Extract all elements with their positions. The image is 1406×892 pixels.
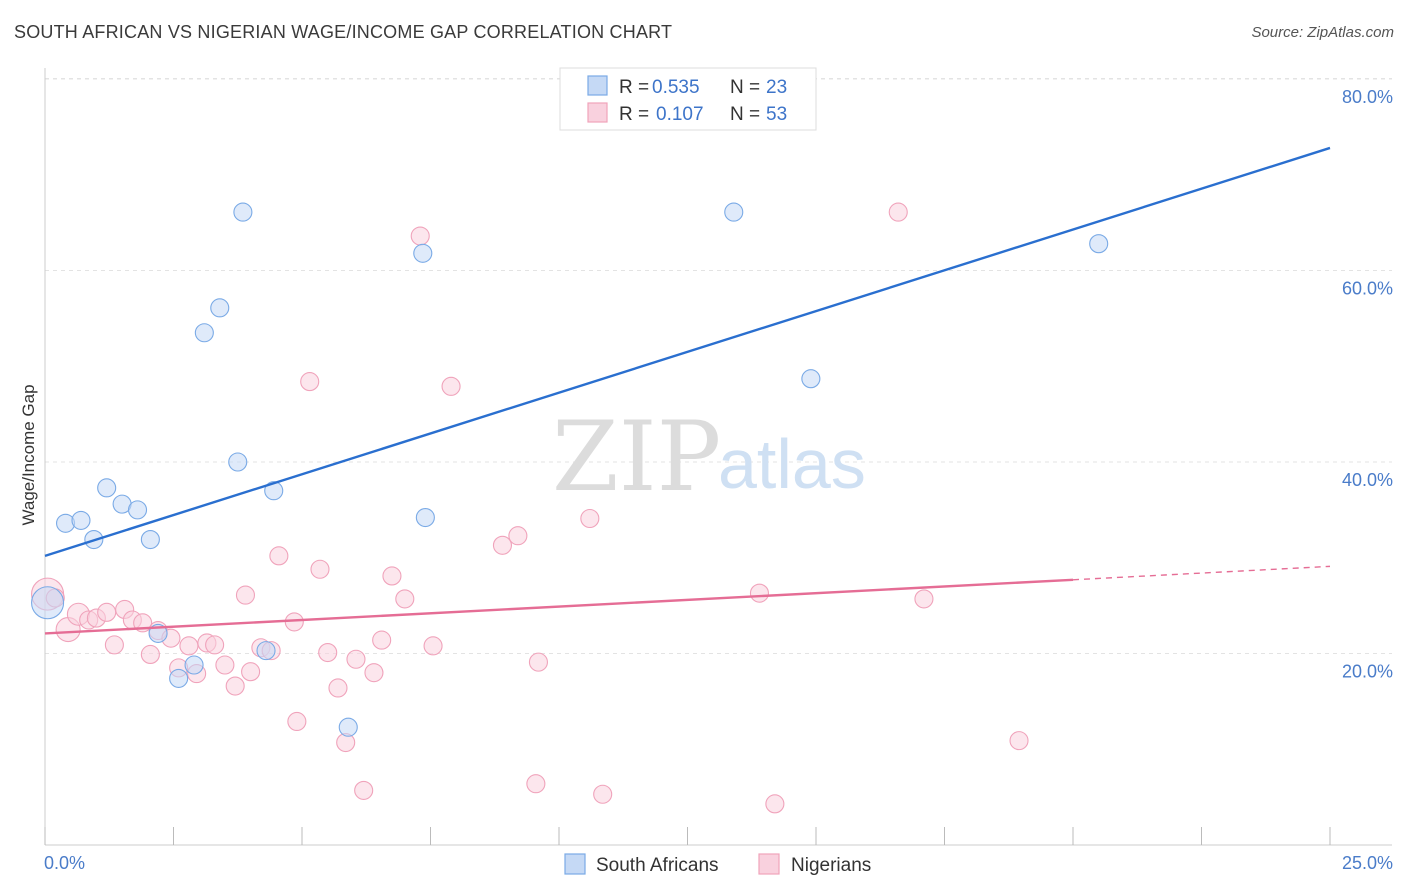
nigerians-point-33 — [346, 649, 366, 669]
nigerians-point-29 — [310, 559, 330, 579]
nigerians-point-34 — [354, 780, 374, 800]
south-africans-point-4 — [97, 478, 117, 498]
nigerians-point-37 — [382, 566, 402, 586]
legend-n-value-1: 23 — [766, 77, 787, 98]
y-tick-labels: 20.0% 40.0% 60.0% 80.0% — [1342, 87, 1393, 682]
nigerians-point-40 — [423, 636, 443, 656]
south-africans-point-10 — [184, 655, 204, 675]
south-africans-point-7 — [140, 530, 160, 550]
legend-r-value-2: 0.107 — [656, 104, 704, 125]
nigerians-point-18 — [205, 635, 225, 655]
nigerians-point-47 — [593, 784, 613, 804]
bottom-legend: South Africans Nigerians — [564, 853, 871, 876]
legend-r-label-2: R = — [619, 104, 649, 125]
nigerians-point-19 — [215, 655, 235, 675]
nigerians-point-36 — [372, 630, 392, 650]
nigerians-point-11 — [140, 644, 160, 665]
nigerians-point-39 — [410, 226, 430, 246]
legend: R = 0.535 N = 23 R = 0.107 N = 53 — [559, 67, 817, 131]
nigerians-trend-line — [44, 578, 1074, 635]
nigerians-point-51 — [888, 202, 908, 222]
nigerians-point-48 — [749, 583, 770, 603]
legend-n-value-2: 53 — [766, 104, 787, 125]
trend-lines — [44, 146, 1331, 635]
south-africans-point-22 — [1089, 234, 1109, 254]
legend-n-label-1: N = — [730, 77, 760, 98]
nigerians-point-42 — [492, 535, 513, 555]
gridlines — [45, 78, 1392, 654]
south-africans-point-1 — [56, 513, 76, 533]
nigerians-point-20 — [225, 676, 245, 696]
watermark-atlas: atlas — [718, 425, 866, 503]
nigerians-point-21 — [235, 585, 256, 605]
bottom-legend-swatch-nigerians — [758, 853, 780, 875]
nigerians-point-28 — [300, 372, 320, 392]
nigerians-point-45 — [528, 652, 548, 672]
south-africans-point-20 — [724, 202, 744, 222]
nigerians-point-31 — [328, 678, 348, 698]
watermark-zip: ZIP — [552, 401, 721, 513]
nigerians-point-50 — [914, 589, 934, 609]
nigerians-point-27 — [287, 711, 307, 732]
x-tick-labels: 0.0% 25.0% — [44, 853, 1393, 873]
nigerians-point-41 — [441, 376, 461, 396]
nigerians-point-38 — [395, 589, 415, 609]
nigerians-point-7 — [104, 635, 124, 655]
y-axis-title: Wage/Income Gap — [19, 384, 38, 525]
south-africans-point-2 — [71, 510, 91, 530]
nigerians-point-6 — [97, 602, 117, 622]
nigerians-point-35 — [364, 663, 384, 683]
legend-swatch-south-africans — [587, 75, 608, 96]
south-africans-point-17 — [338, 717, 358, 737]
nigerians-trend-line-extension — [1072, 565, 1331, 581]
south-africans-point-6 — [127, 500, 148, 520]
south-africans-point-14 — [233, 202, 253, 222]
legend-r-label-1: R = — [619, 77, 649, 98]
nigerians-point-43 — [508, 526, 528, 546]
legend-swatch-nigerians — [587, 102, 608, 123]
south-africans-point-13 — [228, 452, 248, 472]
x-tick-label-max: 25.0% — [1342, 853, 1393, 873]
south-africans-point-0 — [31, 586, 65, 620]
nigerians-point-46 — [580, 508, 600, 529]
watermark: ZIP atlas — [552, 401, 866, 513]
south-africans-point-12 — [210, 298, 230, 318]
y-tick-label-40: 40.0% — [1342, 470, 1393, 490]
bottom-legend-swatch-south-africans — [564, 853, 586, 875]
nigerians-point-30 — [318, 642, 338, 663]
x-tick-label-min: 0.0% — [44, 853, 85, 873]
south-africans-point-9 — [169, 668, 189, 688]
y-tick-label-60: 60.0% — [1342, 279, 1393, 299]
bottom-legend-nigerians: Nigerians — [791, 855, 871, 876]
nigerians-point-52 — [1009, 731, 1029, 751]
chart-source: Source: ZipAtlas.com — [1251, 24, 1394, 41]
y-tick-label-20: 20.0% — [1342, 662, 1393, 682]
south-africans-point-18 — [413, 243, 433, 263]
nigerians-point-49 — [765, 794, 785, 814]
south-africans-point-21 — [801, 369, 821, 389]
south-africans-point-16 — [264, 481, 284, 501]
bottom-legend-south-africans: South Africans — [596, 855, 719, 876]
south-africans-point-15 — [256, 641, 276, 661]
axes — [44, 68, 1392, 846]
chart-title: SOUTH AFRICAN VS NIGERIAN WAGE/INCOME GA… — [14, 22, 673, 42]
nigerians-point-44 — [526, 774, 546, 794]
nigerians-point-25 — [269, 546, 289, 566]
legend-r-value-1: 0.535 — [652, 77, 700, 98]
nigerians-point-15 — [179, 636, 199, 656]
y-tick-label-80: 80.0% — [1342, 87, 1393, 107]
nigerians-point-22 — [241, 662, 261, 682]
south-africans-trend-line — [44, 146, 1331, 557]
south-africans-point-11 — [194, 323, 214, 343]
data-points — [31, 202, 1109, 814]
legend-n-label-2: N = — [730, 104, 760, 125]
south-africans-point-19 — [415, 507, 435, 528]
